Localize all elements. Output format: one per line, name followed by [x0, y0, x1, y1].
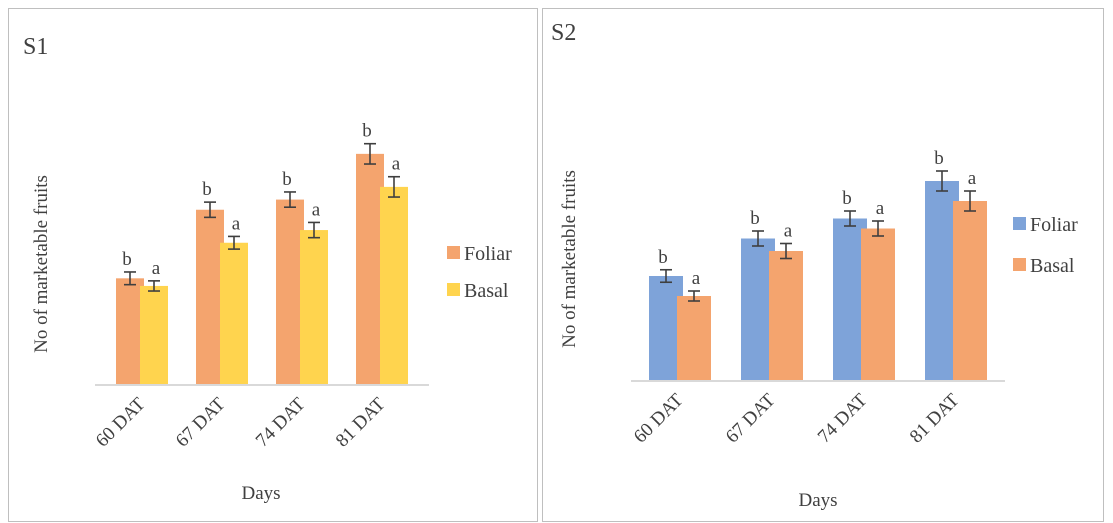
x-tick-label: 74 DAT [814, 389, 872, 447]
significance-label: b [842, 188, 852, 209]
x-axis-label: Days [241, 483, 280, 504]
legend-label: Foliar [1030, 214, 1078, 236]
bar [861, 228, 895, 381]
significance-label: a [968, 168, 977, 189]
bar [769, 251, 803, 381]
chart-panel-s2: S2 No of marketable fruits Days b a 60 DAT b a 6… [542, 8, 1104, 522]
x-tick-label: 81 DAT [906, 389, 964, 447]
bar [276, 199, 304, 385]
legend-swatch [1013, 258, 1026, 271]
significance-label: b [750, 208, 760, 229]
significance-label: a [392, 154, 401, 175]
legend-swatch [447, 246, 460, 259]
x-tick-label: 67 DAT [172, 393, 230, 451]
significance-label: a [152, 258, 161, 279]
chart-panel-s1: S1 No of marketable fruits Days b a 60 DAT b a 6… [8, 8, 538, 522]
chart-title: S2 [551, 20, 576, 46]
significance-label: b [658, 247, 668, 268]
bar [116, 278, 144, 385]
significance-label: b [202, 179, 212, 200]
significance-label: a [232, 213, 241, 234]
significance-label: a [784, 221, 793, 242]
chart-s2: S2 No of marketable fruits Days b a 60 DAT b a 6… [551, 20, 1078, 511]
x-tick-label: 67 DAT [722, 389, 780, 447]
legend-swatch [447, 283, 460, 296]
bar [380, 186, 408, 385]
bar [140, 285, 168, 385]
y-axis-label: No of marketable fruits [31, 175, 52, 353]
bar [300, 230, 328, 385]
bar [953, 201, 987, 381]
significance-label: a [876, 198, 885, 219]
significance-label: b [282, 169, 292, 190]
legend-label: Basal [1030, 255, 1075, 277]
y-axis-label: No of marketable fruits [559, 170, 580, 348]
significance-label: a [312, 199, 321, 220]
x-tick-label: 60 DAT [630, 389, 688, 447]
bar [196, 209, 224, 385]
chart-title: S1 [23, 34, 48, 60]
legend-label: Foliar [464, 243, 512, 265]
bar [356, 153, 384, 385]
bar [220, 242, 248, 385]
significance-label: b [122, 249, 132, 270]
legend-label: Basal [464, 280, 509, 302]
x-axis-label: Days [798, 490, 837, 511]
significance-label: b [934, 148, 944, 169]
x-tick-label: 60 DAT [92, 393, 150, 451]
legend-swatch [1013, 217, 1026, 230]
x-tick-label: 81 DAT [332, 393, 390, 451]
significance-label: a [692, 268, 701, 289]
x-tick-label: 74 DAT [252, 393, 310, 451]
significance-label: b [362, 121, 372, 142]
bar [677, 296, 711, 381]
